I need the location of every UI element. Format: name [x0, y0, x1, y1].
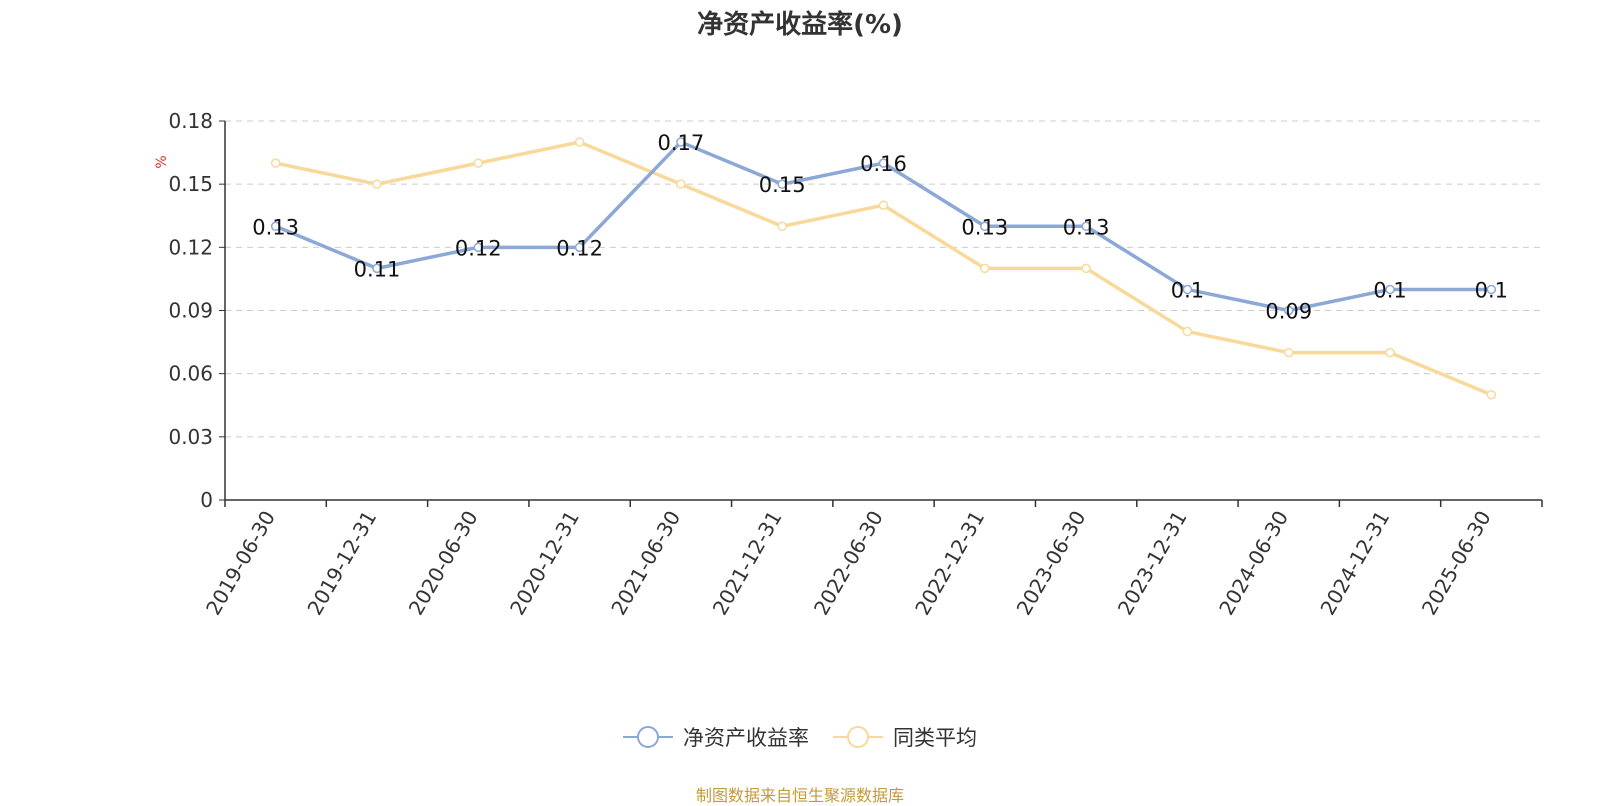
- roe-data-label: 0.15: [759, 173, 806, 197]
- legend-item-roe[interactable]: 净资产收益率: [623, 722, 809, 752]
- roe-data-label: 0.17: [658, 131, 705, 155]
- x-tick-label: 2020-06-30: [404, 507, 483, 620]
- series-lines: [270, 137, 1497, 400]
- roe-data-label: 0.09: [1265, 300, 1312, 324]
- peer-average-point: [1182, 326, 1193, 337]
- y-tick-label: 0.06: [168, 362, 213, 386]
- legend-marker-roe: [623, 726, 673, 748]
- roe-point: [574, 242, 585, 253]
- x-tick-label: 2019-12-31: [302, 507, 381, 620]
- roe-point: [1283, 305, 1294, 316]
- legend-marker-peer-average: [833, 726, 883, 748]
- roe-point: [372, 263, 382, 274]
- roe-data-label: 0.1: [1171, 278, 1204, 302]
- y-tick-label: 0: [200, 488, 213, 512]
- peer-average-point: [1081, 263, 1091, 274]
- y-tick-label: 0.09: [168, 299, 213, 323]
- roe-data-label: 0.12: [556, 236, 603, 260]
- peer-average-point: [878, 200, 889, 210]
- data-labels: 0.13 0.11 0.12 0.12 0.17 0.15 0.16 0.13 0.13 0.1 0…: [252, 131, 1508, 323]
- x-tick-label: 2022-06-30: [809, 507, 888, 620]
- x-tick-label: 2020-12-31: [505, 507, 584, 620]
- legend-label-roe: 净资产收益率: [683, 726, 809, 750]
- x-tick-label: 2022-12-31: [910, 506, 989, 619]
- y-tick-label: 0.15: [168, 172, 213, 196]
- source-note: 制图数据来自恒生聚源数据库: [695, 786, 904, 805]
- peer-average-point: [1385, 347, 1395, 358]
- peer-average-point: [473, 158, 484, 168]
- peer-average-point: [574, 137, 585, 147]
- roe-point: [777, 179, 787, 189]
- roe-point: [878, 158, 889, 168]
- legend-item-peer-average[interactable]: 同类平均: [833, 722, 977, 752]
- x-tick-label: 2024-12-31: [1315, 507, 1394, 620]
- roe-point: [1385, 284, 1395, 295]
- y-tick-label: 0.12: [168, 235, 213, 259]
- roe-point: [1182, 284, 1193, 295]
- peer-average-point: [372, 179, 382, 189]
- roe-data-label: 0.12: [455, 236, 502, 260]
- roe-data-label: 0.16: [860, 152, 907, 176]
- x-tick-label: 2021-12-31: [708, 507, 787, 620]
- roe-point: [473, 242, 484, 253]
- legend-label-peer-average: 同类平均: [893, 726, 977, 750]
- peer-average-point: [270, 158, 281, 168]
- x-tick-label: 2025-06-30: [1417, 507, 1496, 620]
- peer-average-point: [1283, 347, 1294, 358]
- x-tick-label: 2021-06-30: [606, 507, 685, 620]
- roe-point: [1081, 221, 1091, 232]
- legend: 净资产收益率 同类平均: [0, 722, 1600, 752]
- x-tick-label: 2023-06-30: [1012, 507, 1091, 620]
- peer-average-point: [777, 221, 787, 232]
- roe-data-label: 0.13: [252, 215, 299, 239]
- chart-title: 净资产收益率(%): [697, 10, 903, 40]
- y-tick-label: 0.18: [168, 109, 213, 133]
- roe-point: [676, 137, 686, 147]
- roe-point: [980, 221, 990, 232]
- peer-average-point: [980, 263, 990, 274]
- y-tick-label: 0.03: [168, 425, 213, 449]
- roe-data-label: 0.11: [354, 257, 401, 281]
- x-tick-label: 2023-12-31: [1113, 507, 1192, 620]
- y-axis-unit-label: %: [154, 155, 170, 168]
- peer-average-point: [676, 179, 686, 189]
- roe-data-label: 0.13: [961, 215, 1008, 239]
- roe-data-label: 0.1: [1475, 278, 1508, 302]
- x-tick-label: 2024-06-30: [1214, 507, 1293, 620]
- roe-point: [270, 221, 281, 232]
- peer-average-line: [275, 140, 1493, 397]
- roe-data-label: 0.1: [1373, 278, 1406, 302]
- roe-point: [1486, 284, 1497, 295]
- peer-average-point: [1486, 389, 1497, 400]
- roe-data-label: 0.13: [1063, 215, 1110, 239]
- x-tick-label: 2019-06-30: [201, 507, 280, 620]
